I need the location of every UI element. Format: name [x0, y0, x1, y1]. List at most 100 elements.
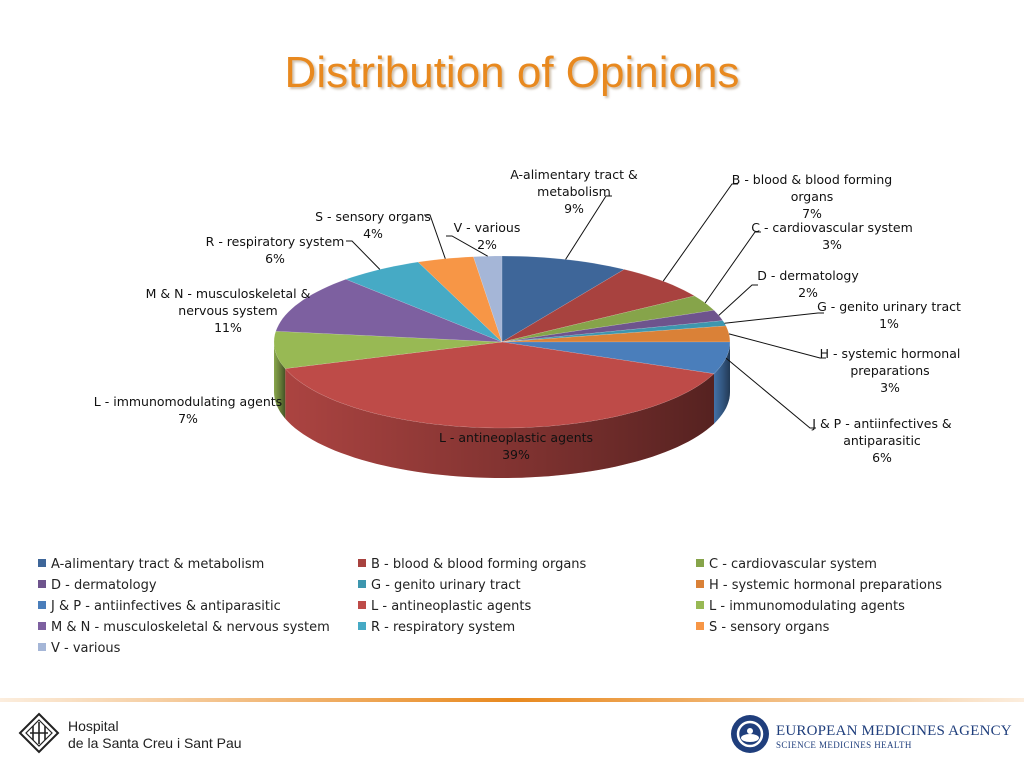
leader-line-a-alimentary-tract-metabolism [565, 195, 612, 260]
leader-line-j-p-antiinfectives-antiparasitic [725, 357, 816, 429]
leader-line-d-dermatology [718, 284, 758, 316]
footer-divider [0, 698, 1024, 702]
legend-label-m-n-musculoskeletal-nervous-system: M & N - musculoskeletal & nervous system [51, 620, 330, 635]
data-label-value-l-antineoplastic-agents: 39% [502, 447, 530, 462]
data-label-value-a-alimentary-tract-metabolism: 9% [564, 201, 584, 216]
legend-swatch-v-various [38, 643, 46, 651]
legend-item-m-n-musculoskeletal-nervous-system: M & N - musculoskeletal & nervous system [38, 619, 330, 637]
legend-item-a-alimentary-tract-metabolism: A-alimentary tract & metabolism [38, 556, 264, 574]
legend-label-h-systemic-hormonal-preparations: H - systemic hormonal preparations [709, 578, 943, 593]
legend-item-g-genito-urinary-tract: G - genito urinary tract [358, 577, 521, 595]
data-label-text-d-dermatology: D - dermatology [757, 268, 859, 283]
data-label-text-v-various: V - various [454, 220, 521, 235]
legend-label-j-p-antiinfectives-antiparasitic: J & P - antiinfectives & antiparasitic [51, 599, 281, 614]
data-label-value-m-n-musculoskeletal-nervous-system: 11% [214, 320, 242, 335]
data-label-text-b-blood-blood-forming-organs: organs [791, 189, 834, 204]
data-label-text-j-p-antiinfectives-antiparasitic: antiparasitic [843, 433, 921, 448]
leader-line-b-blood-blood-forming-organs [662, 183, 738, 282]
data-label-text-h-systemic-hormonal-preparations: preparations [850, 363, 929, 378]
legend-swatch-c-cardiovascular-system [696, 559, 704, 567]
pie-sides [274, 342, 730, 478]
data-label-text-h-systemic-hormonal-preparations: H - systemic hormonal [820, 346, 961, 361]
pie-slice-side-shade-l-antineoplastic-agents [285, 368, 714, 478]
agency-name: EUROPEAN MEDICINES AGENCY [776, 723, 1012, 739]
data-label-text-m-n-musculoskeletal-nervous-system: M & N - musculoskeletal & [146, 286, 311, 301]
leader-lines [346, 183, 826, 429]
hospital-name-line1: Hospital [68, 718, 119, 734]
leader-line-h-systemic-hormonal-preparations [728, 333, 826, 359]
leader-line-v-various [446, 235, 488, 257]
pie-slice-side-shade-l-immunomodulating-agents [274, 342, 286, 419]
data-label-value-b-blood-blood-forming-organs: 7% [802, 206, 822, 221]
legend-swatch-m-n-musculoskeletal-nervous-system [38, 622, 46, 630]
legend-swatch-j-p-antiinfectives-antiparasitic [38, 601, 46, 609]
data-label-text-j-p-antiinfectives-antiparasitic: J & P - antiinfectives & [811, 416, 952, 431]
data-label-text-c-cardiovascular-system: C - cardiovascular system [751, 220, 913, 235]
legend-label-d-dermatology: D - dermatology [51, 578, 157, 593]
leader-line-r-respiratory-system [346, 240, 381, 270]
legend-swatch-a-alimentary-tract-metabolism [38, 559, 46, 567]
legend-swatch-d-dermatology [38, 580, 46, 588]
pie-slice-side-shade-j-p-antiinfectives-antiparasitic [714, 342, 730, 424]
legend-swatch-b-blood-blood-forming-organs [358, 559, 366, 567]
legend-item-j-p-antiinfectives-antiparasitic: J & P - antiinfectives & antiparasitic [38, 598, 281, 616]
legend-item-d-dermatology: D - dermatology [38, 577, 157, 595]
legend-label-r-respiratory-system: R - respiratory system [371, 620, 516, 635]
data-label-text-l-immunomodulating-agents: L - immunomodulating agents [94, 394, 282, 409]
legend-label-a-alimentary-tract-metabolism: A-alimentary tract & metabolism [51, 557, 265, 572]
data-label-value-r-respiratory-system: 6% [265, 251, 285, 266]
data-label-text-a-alimentary-tract-metabolism: A-alimentary tract & [510, 167, 638, 182]
data-label-text-m-n-musculoskeletal-nervous-system: nervous system [178, 303, 277, 318]
legend-item-l-antineoplastic-agents: L - antineoplastic agents [358, 598, 531, 616]
leader-line-c-cardiovascular-system [704, 231, 761, 304]
legend-item-c-cardiovascular-system: C - cardiovascular system [696, 556, 877, 574]
pie-slice-l-immunomodulating-agents [273, 330, 503, 369]
data-label-value-g-genito-urinary-tract: 1% [879, 316, 899, 331]
legend-label-l-immunomodulating-agents: L - immunomodulating agents [709, 599, 905, 614]
data-label-value-h-systemic-hormonal-preparations: 3% [880, 380, 900, 395]
pie-slice-l-antineoplastic-agents [284, 341, 715, 429]
data-label-value-v-various: 2% [477, 237, 497, 252]
agency-tagline: SCIENCE MEDICINES HEALTH [776, 740, 912, 750]
data-label-text-b-blood-blood-forming-organs: B - blood & blood forming [732, 172, 892, 187]
leader-line-g-genito-urinary-tract [724, 312, 824, 324]
legend-swatch-s-sensory-organs [696, 622, 704, 630]
legend-label-b-blood-blood-forming-organs: B - blood & blood forming organs [371, 557, 587, 572]
hospital-name: Hospital de la Santa Creu i Sant Pau [68, 718, 242, 752]
pie-slice-h-systemic-hormonal-preparations [501, 325, 731, 343]
hospital-name-line2: de la Santa Creu i Sant Pau [68, 735, 242, 751]
leader-line-s-sensory-organs [424, 214, 446, 259]
data-label-value-j-p-antiinfectives-antiparasitic: 6% [872, 450, 892, 465]
legend-item-l-immunomodulating-agents: L - immunomodulating agents [696, 598, 905, 616]
data-label-value-d-dermatology: 2% [798, 285, 818, 300]
legend-label-s-sensory-organs: S - sensory organs [709, 620, 830, 635]
pie-slice-a-alimentary-tract-metabolism [501, 255, 625, 343]
hospital-logo-icon [18, 712, 60, 754]
legend-label-c-cardiovascular-system: C - cardiovascular system [709, 557, 877, 572]
legend-swatch-h-systemic-hormonal-preparations [696, 580, 704, 588]
data-label-text-g-genito-urinary-tract: G - genito urinary tract [817, 299, 961, 314]
legend-item-b-blood-blood-forming-organs: B - blood & blood forming organs [358, 556, 586, 574]
legend-label-g-genito-urinary-tract: G - genito urinary tract [371, 578, 521, 593]
legend-item-s-sensory-organs: S - sensory organs [696, 619, 829, 637]
data-label-text-a-alimentary-tract-metabolism: metabolism [537, 184, 611, 199]
legend-swatch-l-antineoplastic-agents [358, 601, 366, 609]
legend-item-h-systemic-hormonal-preparations: H - systemic hormonal preparations [696, 577, 942, 595]
data-label-text-s-sensory-organs: S - sensory organs [315, 209, 431, 224]
data-label-text-r-respiratory-system: R - respiratory system [206, 234, 345, 249]
data-labels: A-alimentary tract & metabolism 9% B - bloo… [94, 167, 961, 465]
pie-chart: A-alimentary tract & metabolism 9% B - bloo… [94, 167, 961, 478]
legend-label-l-antineoplastic-agents: L - antineoplastic agents [371, 599, 532, 614]
ema-logo-icon [731, 715, 769, 753]
pie-tops [273, 255, 731, 429]
data-label-text-l-antineoplastic-agents: L - antineoplastic agents [439, 430, 593, 445]
legend-item-v-various: V - various [38, 640, 120, 658]
data-label-value-s-sensory-organs: 4% [363, 226, 383, 241]
pie-slice-m-n-musculoskeletal-nervous-system [275, 279, 503, 343]
legend-item-r-respiratory-system: R - respiratory system [358, 619, 515, 637]
legend-swatch-l-immunomodulating-agents [696, 601, 704, 609]
data-label-value-c-cardiovascular-system: 3% [822, 237, 842, 252]
legend-swatch-r-respiratory-system [358, 622, 366, 630]
slide-title: Distribution of Opinions [284, 48, 740, 97]
legend-swatch-g-genito-urinary-tract [358, 580, 366, 588]
